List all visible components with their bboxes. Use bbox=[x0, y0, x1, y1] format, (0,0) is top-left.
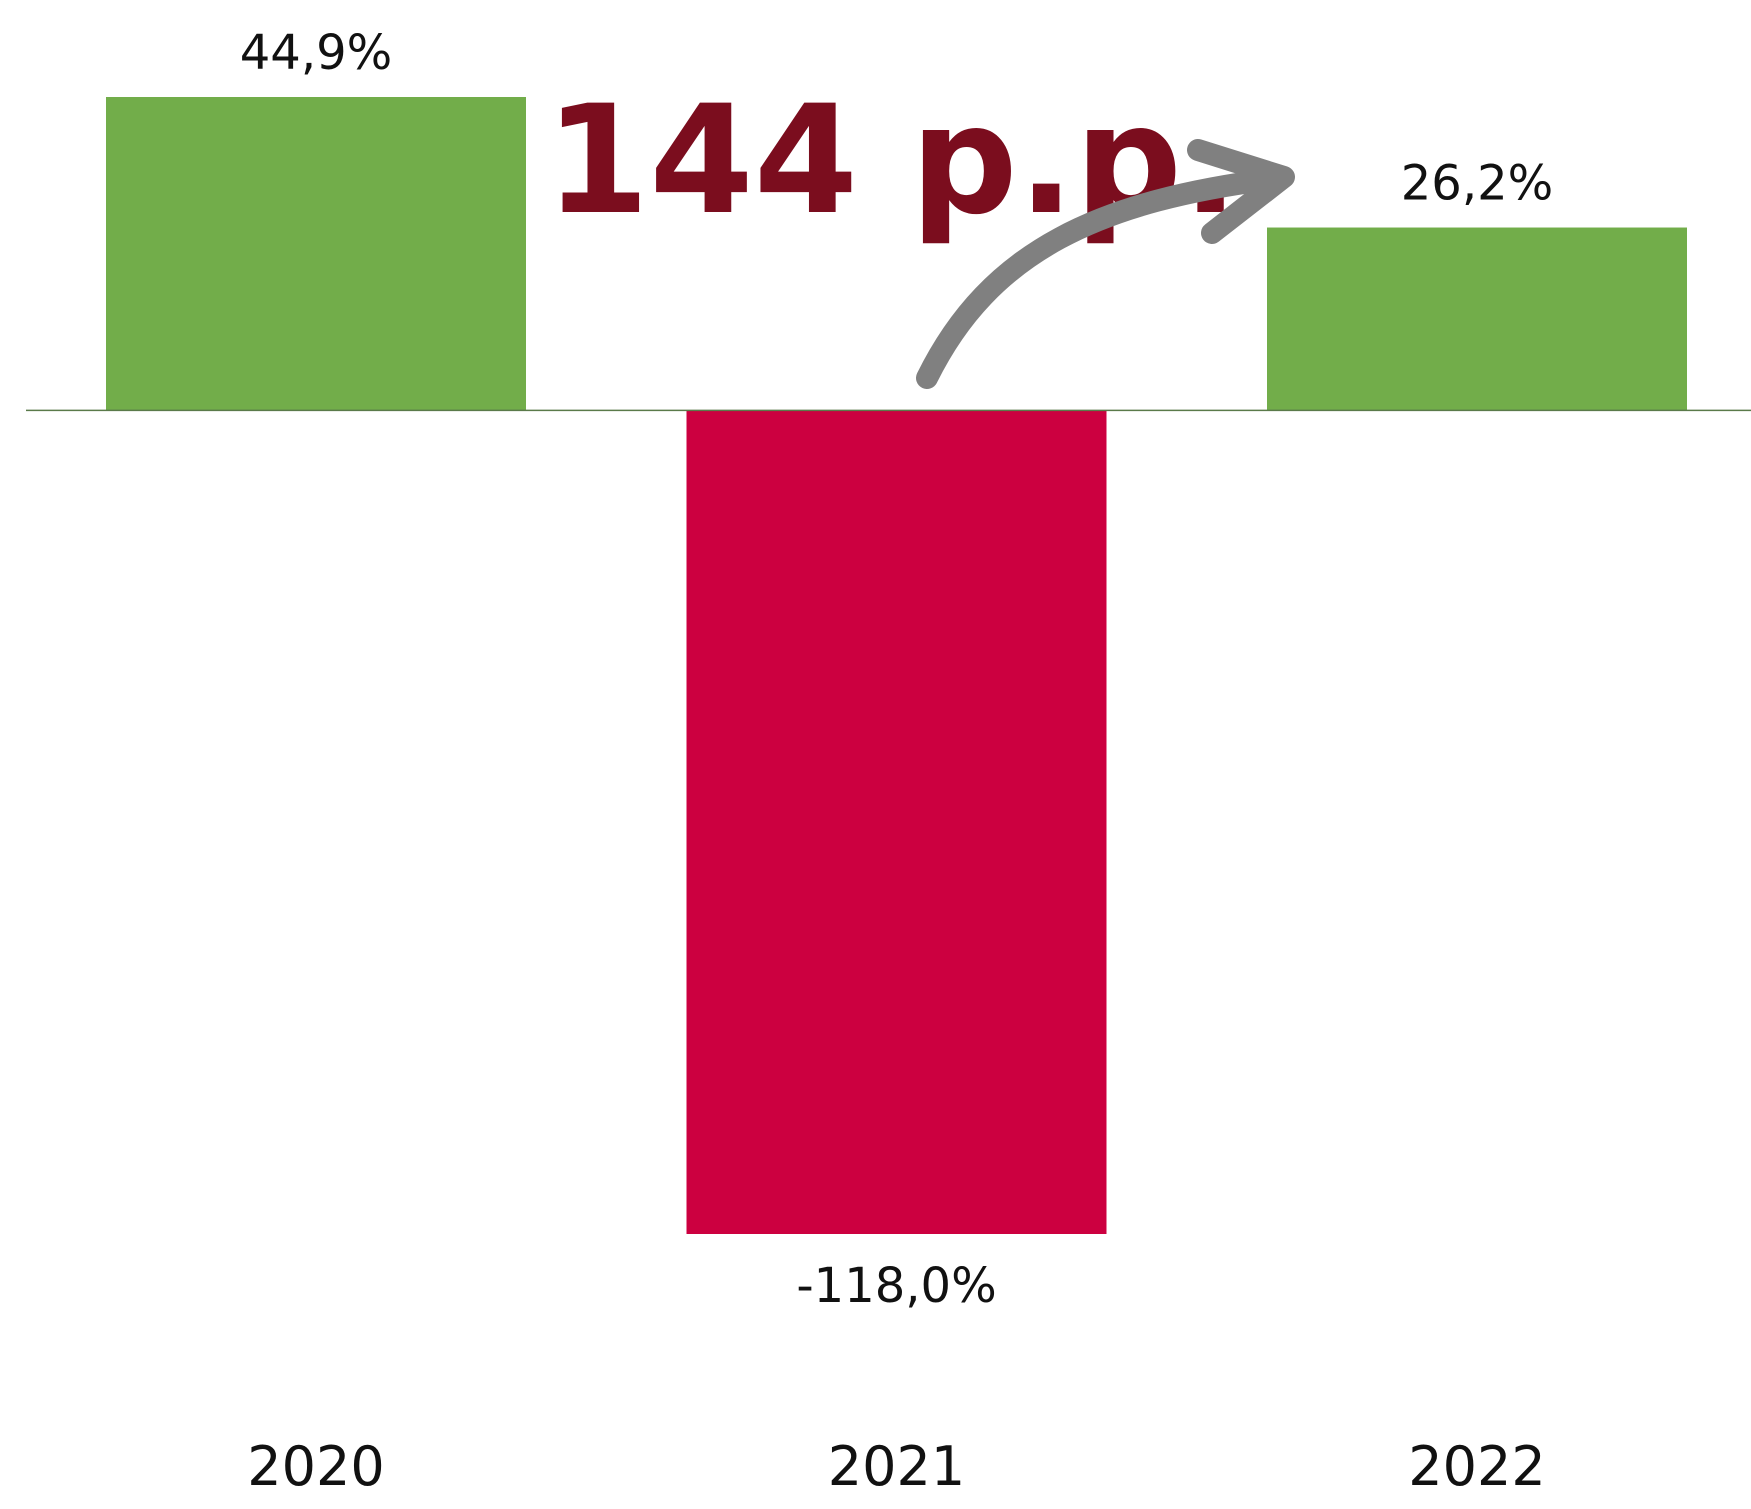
value-label: 44,9% bbox=[240, 25, 392, 81]
x-tick-label: 2021 bbox=[828, 1435, 965, 1498]
annotation: 144 p.p. bbox=[545, 74, 1239, 248]
bar bbox=[1267, 227, 1687, 411]
x-tick-label: 2022 bbox=[1408, 1435, 1545, 1498]
x-tick-label: 2020 bbox=[247, 1435, 384, 1498]
bar bbox=[106, 97, 526, 411]
arrow bbox=[916, 139, 1295, 389]
arrow-curve bbox=[916, 167, 1291, 389]
value-label: 26,2% bbox=[1401, 156, 1553, 212]
bar bbox=[686, 410, 1107, 1235]
arrow-head bbox=[1187, 139, 1295, 244]
value-label: -118,0% bbox=[796, 1258, 996, 1314]
